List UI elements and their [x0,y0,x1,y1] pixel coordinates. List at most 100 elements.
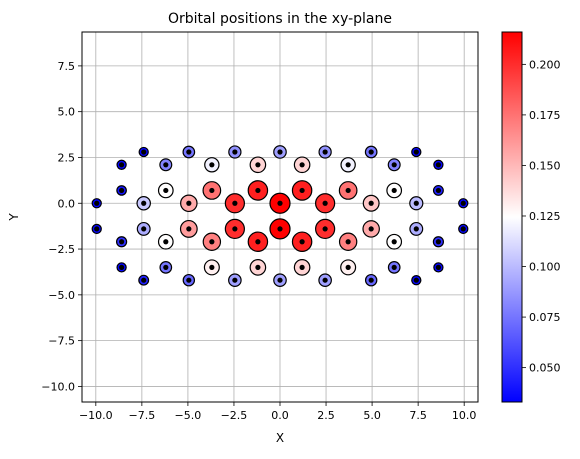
data-point [411,146,422,158]
point-center [255,264,261,270]
point-center [277,200,283,206]
data-point [247,231,269,252]
point-center [94,200,100,206]
data-point [338,181,358,200]
x-tick-label: −5.0 [175,409,202,422]
data-point [364,273,378,287]
x-tick-label: −2.5 [221,409,248,422]
point-center [299,187,305,194]
data-point [386,233,403,250]
data-point [136,221,151,236]
point-center [186,200,192,206]
point-center [391,162,397,168]
data-point [116,262,127,273]
data-point [315,193,336,214]
point-center [368,226,374,232]
x-tick-label: 0.0 [271,409,289,422]
point-center [277,277,283,283]
point-center [322,200,328,206]
data-point [138,146,149,158]
y-axis-label: Y [7,213,21,222]
data-point [409,196,424,211]
y-tick-label: 0.0 [58,197,76,210]
data-point [269,218,291,240]
point-center [163,187,169,194]
data-point [224,218,245,240]
x-tick-label: 7.5 [409,409,427,422]
data-point [291,180,313,201]
data-point [387,261,401,274]
x-tick-label: 10.0 [452,409,477,422]
colorbar-tick-label: 0.050 [529,362,561,375]
data-point [318,145,332,159]
point-center [186,149,192,155]
point-center [209,162,215,168]
point-center [255,162,261,168]
point-center [141,277,147,283]
data-point [291,231,313,252]
point-center [368,149,374,155]
data-point [362,194,380,212]
point-center [345,239,351,245]
data-point [432,184,444,196]
data-point [138,274,150,286]
point-center [277,149,283,155]
data-point [249,259,267,276]
colorbar-tick-label: 0.175 [529,109,561,122]
point-center [368,200,374,206]
data-point [116,185,127,196]
data-point [136,196,151,211]
gridlines [82,32,478,402]
data-point [269,192,291,214]
data-point [387,158,401,172]
point-center [413,200,419,206]
chart-title: Orbital positions in the xy-plane [168,11,392,27]
point-center [345,187,351,194]
point-center [345,264,351,270]
data-point [182,273,196,287]
point-center [163,264,169,270]
data-point [202,232,222,251]
x-tick-label: −10.0 [79,409,113,422]
point-center [413,149,419,155]
colorbar-tick-label: 0.125 [529,210,561,223]
point-center [391,239,397,245]
x-axis-ticks: −10.0 −7.5 −5.0 −2.5 0.0 2.5 5.0 7.5 10.0 [79,402,476,422]
point-center [391,187,397,194]
point-center [255,187,261,194]
data-point [228,273,242,288]
x-tick-label: 5.0 [363,409,381,422]
point-center [141,200,147,206]
point-center [299,239,305,245]
point-center [209,264,215,270]
data-point [157,233,174,250]
data-point [157,182,174,199]
colorbar-tick-label: 0.100 [529,261,561,274]
data-point [364,145,378,159]
x-tick-label: −7.5 [129,409,156,422]
data-point [318,273,332,288]
colorbar-tick-label: 0.200 [529,58,561,71]
colorbar-ticks: 0.050 0.075 0.100 0.125 0.150 0.175 0.200 [522,58,561,375]
point-center [209,187,215,194]
data-point [204,157,220,173]
data-point [273,273,287,288]
point-center [232,200,238,206]
point-center [322,226,328,232]
data-point [433,159,444,170]
point-center [232,226,238,232]
data-point [249,156,267,174]
data-point [458,198,469,209]
colorbar-tick-label: 0.075 [529,311,561,324]
data-point [432,236,445,248]
point-center [255,239,261,245]
data-point [273,145,287,159]
point-center [391,264,397,270]
data-point [228,145,242,159]
point-center [345,162,351,168]
data-points [91,145,469,288]
point-center [435,162,441,168]
data-point [247,180,269,201]
point-center [119,162,125,168]
